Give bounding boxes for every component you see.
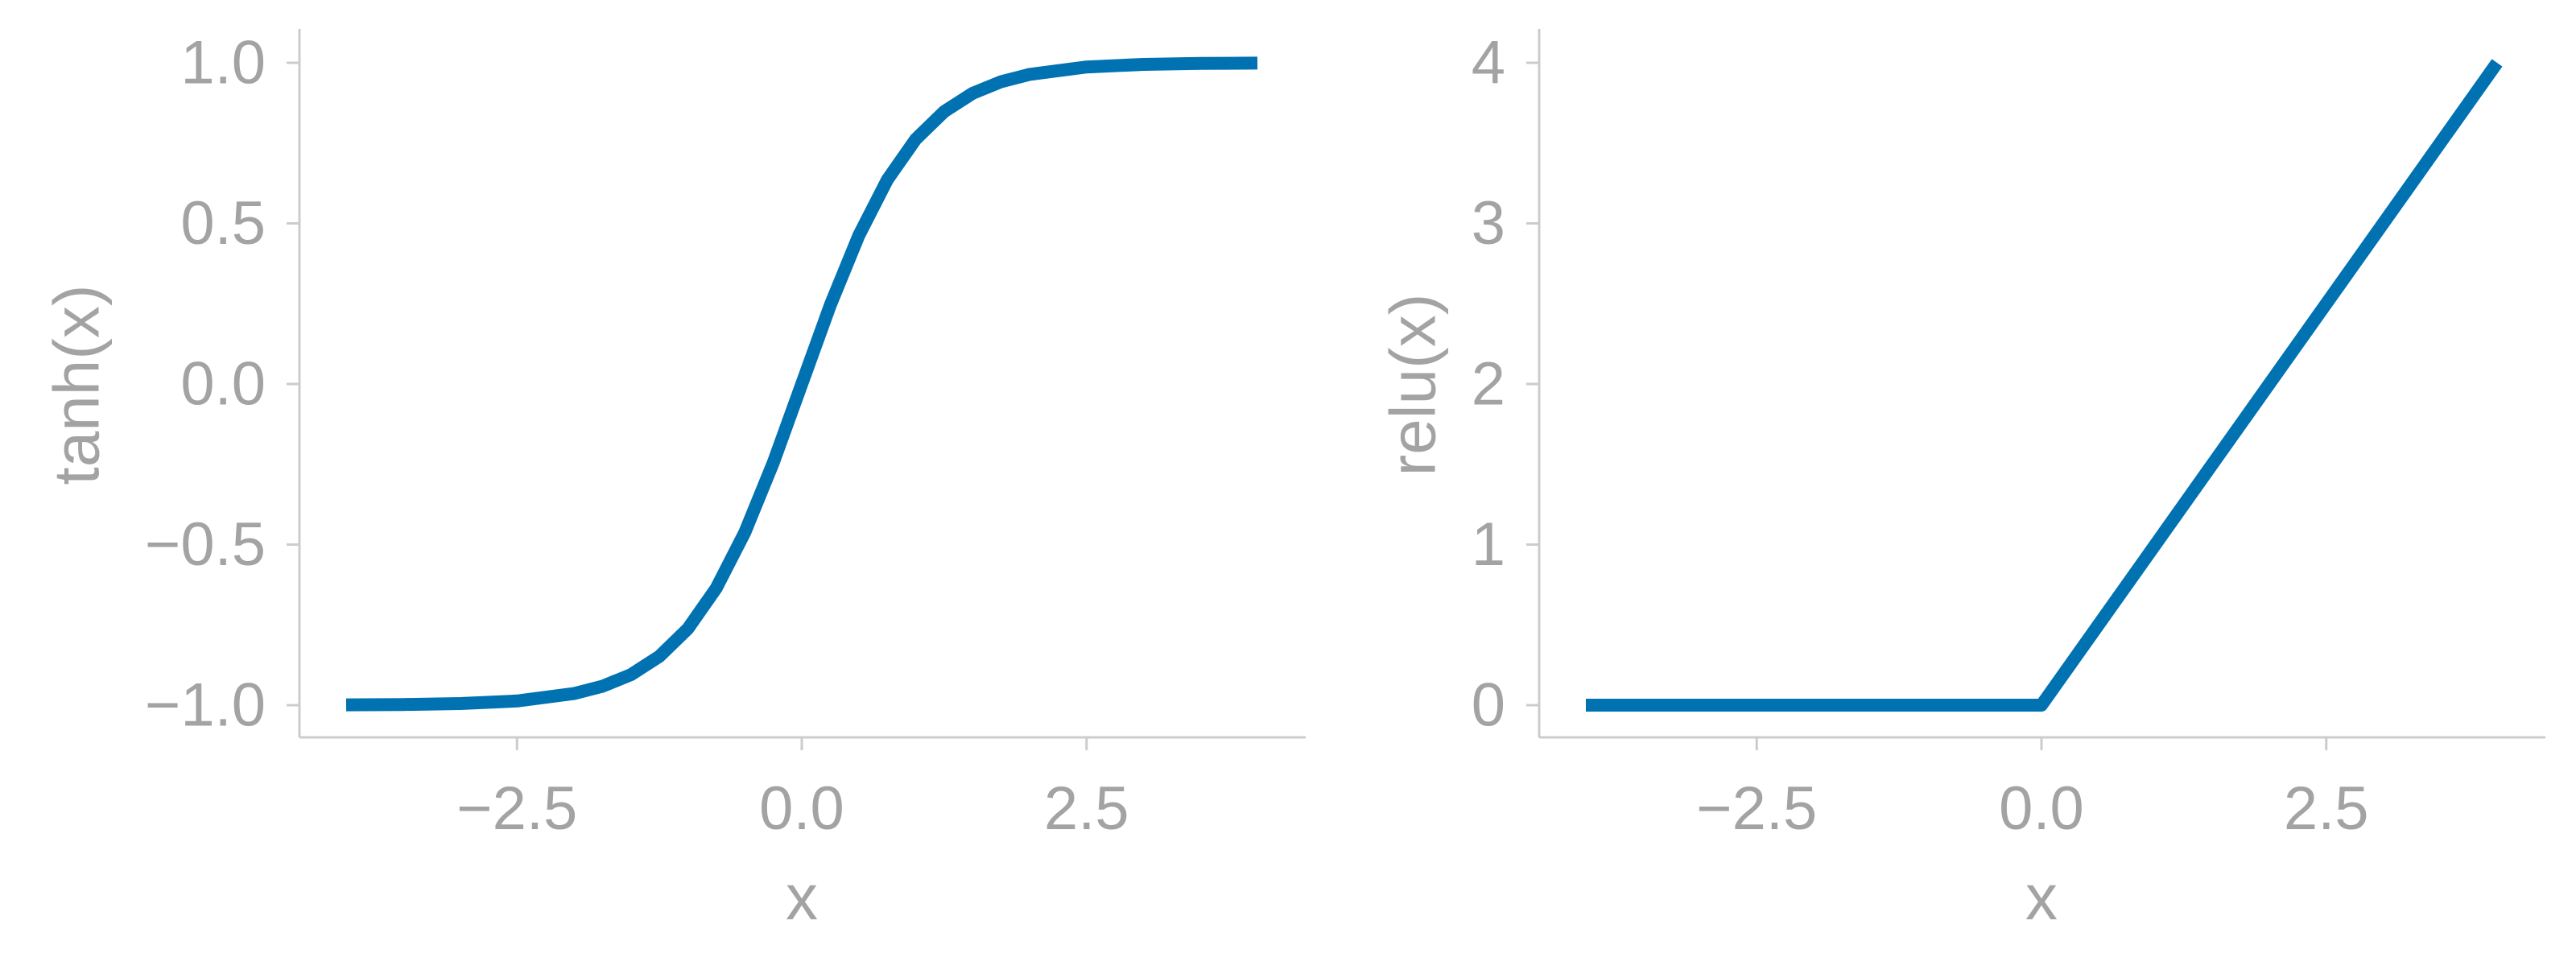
tanh-x-tick-label: −2.5 <box>456 774 577 843</box>
relu-y-tick-label: 2 <box>1472 350 1505 419</box>
tanh-curve <box>345 56 1258 712</box>
relu-x-tick-label: 2.5 <box>2284 774 2369 843</box>
relu-curve <box>1586 59 2503 712</box>
panel-relu: 0 1 2 3 4 −2.5 0.0 2.5 x relu(x) <box>1377 29 2545 933</box>
tanh-y-tick-label: −1.0 <box>145 671 266 740</box>
relu-y-tick-label: 1 <box>1472 510 1505 579</box>
tanh-x-tick-label: 2.5 <box>1044 774 1129 843</box>
tanh-y-axis-label: tanh(x) <box>41 285 113 485</box>
tanh-x-tick-label: 0.0 <box>759 774 844 843</box>
tanh-y-tick-label: −0.5 <box>145 510 266 579</box>
tanh-y-tick-label: 0.5 <box>180 189 266 258</box>
relu-x-tick-label: 0.0 <box>1999 774 2084 843</box>
relu-x-axis-label: x <box>2025 861 2058 933</box>
relu-x-tick-label: −2.5 <box>1696 774 1817 843</box>
tanh-y-tick-label: 0.0 <box>180 350 266 419</box>
relu-y-tick-label: 0 <box>1472 671 1505 740</box>
relu-y-axis-label: relu(x) <box>1377 294 1449 477</box>
relu-y-tick-label: 4 <box>1472 29 1505 97</box>
tanh-x-axis-label: x <box>786 861 818 933</box>
relu-y-tick-label: 3 <box>1472 189 1505 258</box>
tanh-y-tick-label: 1.0 <box>180 29 266 97</box>
panel-tanh: −1.0 −0.5 0.0 0.5 1.0 −2.5 0.0 2.5 x tanh(x) <box>41 29 1306 933</box>
